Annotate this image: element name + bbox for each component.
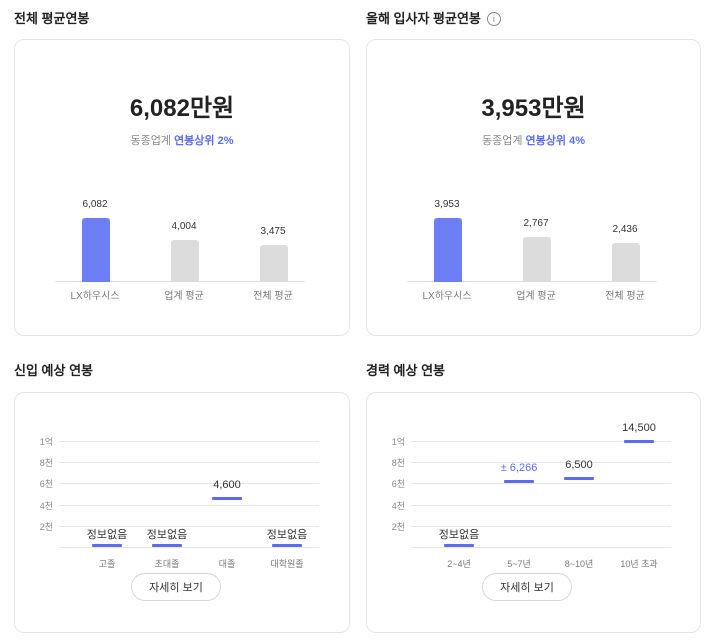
grid-line [59, 462, 319, 464]
range-value-label: 정보없음 [146, 529, 188, 541]
x-category-label: 고졸 [98, 559, 116, 569]
new-hire-salary-amount: 3,953만원 [481, 95, 586, 122]
rank-prefix: 동종업계 [482, 135, 523, 147]
grid-line [59, 547, 319, 548]
range-marker [272, 544, 302, 547]
bar [82, 218, 110, 282]
y-tick-label: 6천 [39, 479, 53, 490]
bar [260, 245, 288, 282]
grid-line [59, 441, 319, 442]
grid-line [411, 441, 671, 442]
overall-salary-rank: 동종업계 연봉상위 2% [15, 132, 349, 148]
grid-line [59, 525, 319, 527]
range-value-label: 정보없음 [438, 529, 480, 541]
bar-column: 6,082 LX하우시스 [60, 180, 130, 330]
x-category-label: 8~10년 [564, 559, 594, 569]
career-detail-button[interactable]: 자세히 보기 [482, 573, 572, 601]
bar-category-label: LX하우시스 [422, 291, 472, 302]
y-tick-label: 2천 [391, 521, 405, 532]
bar [171, 240, 199, 282]
range-marker [624, 440, 654, 443]
bar [612, 243, 640, 282]
range-value-label: ± 6,266 [500, 461, 538, 474]
bar-column: 3,475 전체 평균 [238, 180, 308, 330]
overall-salary-title: 전체 평균연봉 [14, 11, 90, 26]
y-tick-label: 8천 [391, 458, 405, 469]
new-hire-salary-card: 3,953만원 동종업계 연봉상위 4% 3,953 LX하우시스 2,767 업계 … [366, 39, 701, 336]
y-tick-label: 2천 [39, 521, 53, 532]
bar-column: 2,436 전체 평균 [590, 180, 660, 330]
range-value-label: 4,600 [213, 479, 241, 492]
range-value-label: 정보없음 [266, 529, 308, 541]
grid-line [411, 504, 671, 506]
y-tick-label: 6천 [391, 479, 405, 490]
y-tick-label: 4천 [39, 500, 53, 511]
x-category-label: 10년 초과 [620, 559, 658, 569]
bar-value-label: 3,475 [260, 226, 286, 237]
bar-value-label: 3,953 [434, 199, 460, 210]
bar-value-label: 4,004 [171, 221, 197, 232]
bar-category-label: 전체 평균 [605, 291, 645, 302]
career-expected-title: 경력 예상 연봉 [366, 363, 445, 378]
bar-value-label: 2,767 [523, 218, 549, 229]
x-category-label: 2~4년 [447, 559, 471, 569]
bar-category-label: 업계 평균 [516, 291, 556, 302]
info-icon[interactable]: i [486, 12, 501, 26]
bar-column: 3,953 LX하우시스 [412, 180, 482, 330]
y-tick-label: 1억 [39, 437, 53, 447]
range-marker [92, 544, 122, 547]
range-marker [212, 497, 242, 501]
bar-value-label: 6,082 [82, 199, 108, 210]
rank-prefix: 동종업계 [130, 135, 171, 147]
range-marker [564, 477, 594, 481]
bar-category-label: 업계 평균 [164, 291, 204, 302]
range-value-label: 정보없음 [86, 529, 128, 541]
entry-expected-title: 신입 예상 연봉 [14, 363, 93, 378]
bar [523, 237, 551, 282]
grid-line [411, 483, 671, 485]
grid-line [411, 547, 671, 548]
bar-category-label: 전체 평균 [253, 291, 293, 302]
entry-detail-button[interactable]: 자세히 보기 [131, 573, 221, 601]
new-hire-salary-rank: 동종업계 연봉상위 4% [367, 132, 700, 148]
overall-salary-amount: 6,082만원 [129, 95, 235, 122]
x-category-label: 5~7년 [507, 559, 531, 569]
bar-column: 2,767 업계 평균 [501, 180, 571, 330]
new-hire-salary-title-wrap: 올해 입사자 평균연봉 i [366, 8, 501, 27]
bar-category-label: LX하우시스 [70, 291, 120, 302]
rank-highlight: 연봉상위 2% [174, 135, 234, 147]
range-value-label: 6,500 [565, 459, 593, 472]
grid-line [59, 483, 319, 485]
new-hire-salary-title: 올해 입사자 평균연봉 [366, 11, 481, 26]
grid-line [411, 462, 671, 464]
grid-line [59, 504, 319, 506]
range-value-label: 14,500 [622, 422, 656, 434]
rank-highlight: 연봉상위 4% [525, 135, 585, 147]
grid-line [411, 525, 671, 527]
range-marker [444, 544, 474, 547]
bar-value-label: 2,436 [612, 224, 638, 235]
new-hire-salary-bar-chart: 3,953 LX하우시스 2,767 업계 평균 2,436 전체 평균 [407, 180, 657, 330]
overall-salary-bar-chart: 6,082 LX하우시스 4,004 업계 평균 3,475 전체 평균 [55, 180, 305, 330]
overall-salary-card: 6,082만원 동종업계 연봉상위 2% 6,082 LX하우시스 4,004 업계 … [14, 39, 350, 336]
range-marker [504, 479, 534, 483]
x-category-label: 대학원졸 [270, 559, 304, 569]
y-tick-label: 8천 [39, 458, 53, 469]
y-tick-label: 4천 [391, 500, 405, 511]
y-tick-label: 1억 [391, 437, 405, 447]
bar [434, 218, 462, 282]
x-category-label: 초대졸 [154, 559, 180, 569]
bar-column: 4,004 업계 평균 [149, 180, 219, 330]
range-marker [152, 544, 182, 547]
x-category-label: 대졸 [218, 559, 236, 569]
